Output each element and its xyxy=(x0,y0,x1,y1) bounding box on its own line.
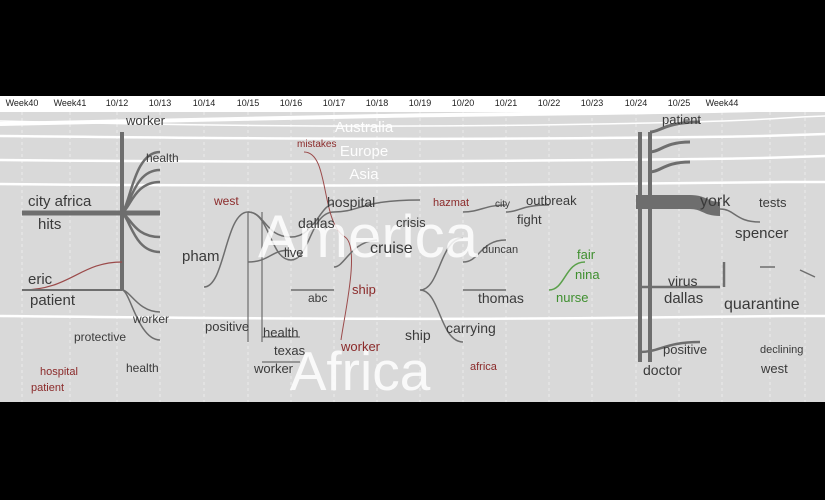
stream-boundary xyxy=(0,314,825,321)
term-label[interactable]: spencer xyxy=(735,225,789,242)
timeline-tick: 10/16 xyxy=(279,98,303,108)
flow-line xyxy=(719,208,816,278)
flow-line xyxy=(247,203,335,263)
timeline-tick: 10/22 xyxy=(537,98,561,108)
term-label[interactable]: patient xyxy=(30,292,76,309)
term-label[interactable]: patient xyxy=(662,112,702,127)
flow-line xyxy=(505,204,550,213)
term-label[interactable]: hits xyxy=(38,216,62,233)
flow-line xyxy=(291,239,378,291)
term-label[interactable]: africa xyxy=(470,361,497,373)
flow-branches xyxy=(119,150,161,254)
region-label-africa: Africa xyxy=(289,340,431,402)
flow-branches xyxy=(649,120,701,174)
timeline-tick: 10/25 xyxy=(667,98,691,108)
term-label[interactable]: worker xyxy=(254,361,294,376)
term-label[interactable]: worker xyxy=(133,312,170,326)
term-label[interactable]: dallas xyxy=(298,215,335,231)
term-label[interactable]: pham xyxy=(182,248,220,265)
term-label[interactable]: city africa xyxy=(28,193,92,210)
term-label[interactable]: crisis xyxy=(396,215,426,230)
timeline-tick: 10/21 xyxy=(494,98,518,108)
term-label[interactable]: health xyxy=(146,151,179,165)
term-label[interactable]: worker xyxy=(126,113,166,128)
timeline-header: Week40 Week41 10/12 10/13 10/14 10/15 10/16 10/… xyxy=(0,96,825,112)
term-label[interactable]: tests xyxy=(759,195,787,210)
term-label[interactable]: hazmat xyxy=(433,197,470,209)
timeline-tick: 10/17 xyxy=(322,98,346,108)
term-label[interactable]: positive xyxy=(205,319,250,334)
region-label-australia: Australia xyxy=(334,119,394,136)
term-label[interactable]: ship xyxy=(352,282,376,297)
flow-line xyxy=(262,336,300,363)
stream-boundary xyxy=(0,180,825,187)
stream-boundary xyxy=(0,132,825,141)
term-label[interactable]: nurse xyxy=(556,290,589,305)
term-label[interactable]: doctor xyxy=(643,362,682,378)
stream-boundary xyxy=(0,115,825,127)
term-label[interactable]: texas xyxy=(274,343,306,358)
flow-line xyxy=(247,212,263,342)
term-label[interactable]: west xyxy=(214,194,239,208)
story-flows xyxy=(0,112,825,402)
timeline-tick: Week41 xyxy=(53,98,87,108)
flow-line xyxy=(419,204,507,343)
flow-branches xyxy=(121,289,161,341)
flow-line xyxy=(636,195,721,216)
term-label[interactable]: hospital xyxy=(327,194,376,210)
timeline-tick: 10/14 xyxy=(192,98,216,108)
term-label[interactable]: nina xyxy=(575,267,600,282)
term-label[interactable]: ship xyxy=(405,327,431,343)
timeline-tick: 10/18 xyxy=(365,98,389,108)
flow-trunk xyxy=(638,132,652,362)
timeline-tick: 10/23 xyxy=(580,98,604,108)
term-label[interactable]: outbreak xyxy=(526,193,577,208)
term-label[interactable]: worker xyxy=(341,339,381,354)
timeline-tick: 10/15 xyxy=(236,98,260,108)
term-label[interactable]: carrying xyxy=(446,320,496,336)
flow-line xyxy=(203,199,421,288)
term-label[interactable]: city xyxy=(495,199,510,210)
term-label[interactable]: fair xyxy=(577,247,596,262)
flow-line xyxy=(639,262,726,354)
storyline-canvas: Australia Europe Asia America Africa worker h… xyxy=(0,112,825,402)
term-label[interactable]: protective xyxy=(74,330,127,344)
term-label[interactable]: health xyxy=(126,361,159,375)
term-label[interactable]: fight xyxy=(517,212,542,227)
term-label[interactable]: cruise xyxy=(370,240,413,257)
timeline-tick: Week44 xyxy=(705,98,739,108)
term-label[interactable]: virus xyxy=(668,273,698,289)
term-label[interactable]: positive xyxy=(663,342,708,357)
flow-line xyxy=(303,151,352,341)
term-label[interactable]: hospital xyxy=(40,366,78,378)
term-label[interactable]: thomas xyxy=(478,290,524,306)
timeline-tick: 10/12 xyxy=(105,98,129,108)
term-label[interactable]: quarantine xyxy=(724,296,800,313)
timeline-tick: 10/24 xyxy=(624,98,648,108)
timeline-tick: 10/13 xyxy=(148,98,172,108)
region-label-asia: Asia xyxy=(349,166,379,183)
timeline-tick: 10/20 xyxy=(451,98,475,108)
term-label[interactable]: duncan xyxy=(482,244,519,256)
term-label[interactable]: mistakes xyxy=(297,139,337,150)
term-label[interactable]: west xyxy=(761,361,788,376)
term-label[interactable]: patient xyxy=(31,382,65,394)
region-label-europe: Europe xyxy=(339,143,389,160)
term-label[interactable]: eric xyxy=(28,271,53,288)
timeline-tick: Week40 xyxy=(5,98,39,108)
term-label[interactable]: dallas xyxy=(664,290,704,307)
flow-line xyxy=(548,261,586,291)
term-label[interactable]: york xyxy=(700,193,731,210)
region-label-america: America xyxy=(257,203,479,270)
stream-boundary xyxy=(0,112,759,126)
term-label[interactable]: abc xyxy=(308,291,328,305)
term-label[interactable]: health xyxy=(263,325,299,340)
stream-boundary xyxy=(0,154,825,163)
term-label[interactable]: declining xyxy=(760,344,804,356)
timeline-tick: 10/19 xyxy=(408,98,432,108)
term-label[interactable]: live xyxy=(284,245,304,260)
